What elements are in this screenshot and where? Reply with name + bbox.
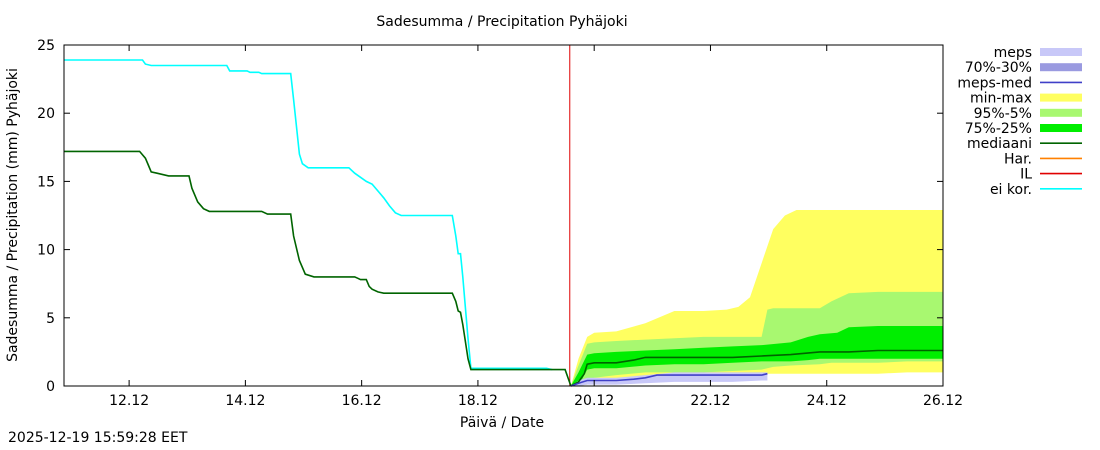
- legend-swatch-meps: [1040, 48, 1082, 56]
- legend-label-ei_kor: ei kor.: [990, 182, 1032, 198]
- legend-label-p75_25: 75%-25%: [965, 121, 1032, 137]
- x-tick-label: 26.12: [923, 393, 963, 409]
- timestamp: 2025-12-19 15:59:28 EET: [8, 430, 188, 446]
- legend-swatch-minmax: [1040, 93, 1082, 102]
- frame-layer: [63, 44, 944, 387]
- legend-swatch-p95_5: [1040, 108, 1082, 117]
- y-axis-label: Sadesumma / Precipitation (mm) Pyhäjoki: [5, 68, 21, 362]
- ticks-layer: 12.12 14.12 16.12 18.12 20.12 22.12 24.12 26.12…: [37, 38, 963, 409]
- series-ei-kor: [64, 59, 553, 371]
- y-tick-label: 15: [37, 174, 55, 190]
- x-tick-label: 24.12: [807, 393, 847, 409]
- legend: meps70%-30%meps-medmin-max95%-5%75%-25%m…: [957, 45, 1082, 198]
- y-tick-label: 25: [37, 38, 55, 54]
- x-tick-label: 22.12: [690, 393, 730, 409]
- series-meps-med: [570, 372, 768, 387]
- series-mediaani-forecast: [570, 349, 943, 387]
- y-tick-label: 10: [37, 243, 55, 259]
- legend-label-meps: meps: [994, 45, 1032, 61]
- x-tick-label: 16.12: [342, 393, 382, 409]
- x-tick-label: 12.12: [109, 393, 149, 409]
- plot-frame: [63, 44, 944, 387]
- legend-label-p95_5: 95%-5%: [974, 106, 1032, 122]
- lines-layer: [64, 45, 943, 387]
- x-tick-label: 14.12: [225, 393, 265, 409]
- legend-swatch-p75_25: [1040, 124, 1082, 132]
- legend-label-meps_med: meps-med: [957, 75, 1032, 91]
- legend-label-il: IL: [1020, 167, 1032, 183]
- legend-label-p70_30: 70%-30%: [965, 60, 1032, 76]
- legend-label-median: mediaani: [967, 136, 1032, 152]
- y-tick-label: 5: [46, 311, 55, 327]
- bands-layer: [570, 210, 943, 386]
- legend-label-har: Har.: [1004, 151, 1032, 167]
- y-tick-label: 20: [37, 106, 55, 122]
- chart-title: Sadesumma / Precipitation Pyhäjoki: [376, 14, 627, 30]
- x-axis-label: Päivä / Date: [460, 415, 544, 431]
- y-tick-label: 0: [46, 379, 55, 395]
- legend-swatch-p70_30: [1040, 63, 1082, 72]
- x-tick-label: 20.12: [574, 393, 614, 409]
- legend-label-minmax: min-max: [970, 91, 1032, 107]
- x-tick-label: 18.12: [458, 393, 498, 409]
- series-mediaani-observed: [64, 150, 572, 387]
